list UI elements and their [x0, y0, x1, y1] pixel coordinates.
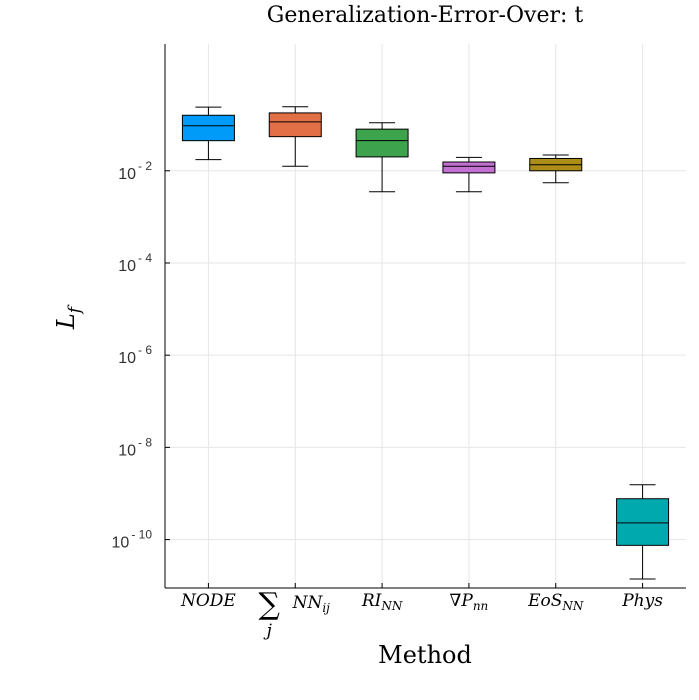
x-tick-label: ∑j NNij — [259, 587, 331, 641]
x-axis-label: Method — [378, 641, 472, 669]
x-tick-label: Phys — [621, 591, 663, 611]
box-5 — [529, 154, 583, 184]
x-tick-labels: NODE ∑j NNij RINN ∇Pnn EoSNN Phys — [180, 583, 663, 641]
axes — [164, 44, 686, 589]
box-iqr — [355, 128, 409, 158]
x-tick-text: NODE — [180, 591, 236, 611]
box-iqr — [181, 114, 235, 142]
x-tick-text: EoSNN — [527, 591, 584, 613]
box-1 — [181, 106, 235, 161]
box-iqr — [616, 498, 670, 546]
y-axis-label: Lf — [52, 304, 85, 330]
box-iqr — [442, 161, 496, 174]
x-tick-under: j — [263, 621, 273, 641]
x-tick-label: RINN — [361, 591, 403, 613]
x-tick-text: Phys — [621, 591, 663, 611]
box-iqr — [268, 112, 322, 138]
y-tick-label: 10- 8 — [118, 435, 152, 459]
x-tick-text: RINN — [361, 591, 403, 613]
box-3 — [355, 122, 409, 193]
x-tick-label: EoSNN — [527, 591, 584, 613]
x-tick-text: NNij — [292, 593, 331, 615]
x-tick-prefix: ∑ — [259, 587, 281, 622]
y-tick-labels: 10- 2 10- 4 10- 6 10- 8 10- 10 — [112, 159, 170, 552]
y-tick-label: 10- 6 — [118, 343, 152, 367]
y-tick-label: 10- 2 — [118, 159, 152, 183]
x-tick-label: NODE — [180, 591, 236, 611]
y-tick-label: 10- 4 — [118, 251, 152, 275]
x-tick-text: ∇Pnn — [450, 591, 489, 613]
y-tick-label: 10- 10 — [112, 528, 153, 552]
chart-title: Generalization-Error-Over: t — [267, 3, 584, 28]
box-2 — [268, 106, 322, 167]
x-tick-label: ∇Pnn — [450, 591, 489, 613]
box-6 — [616, 484, 670, 580]
box-4 — [442, 156, 496, 193]
box-series — [181, 106, 670, 580]
